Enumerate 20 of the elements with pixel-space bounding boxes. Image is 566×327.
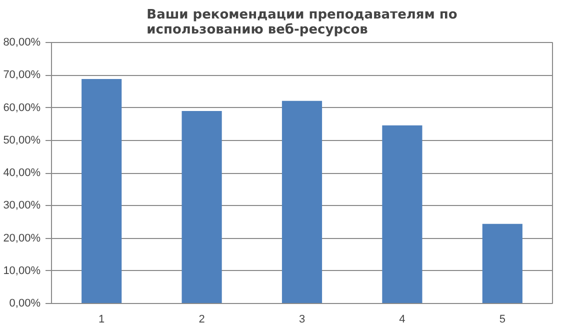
bar <box>182 111 222 304</box>
x-tick-label: 3 <box>298 314 306 326</box>
x-tick-label: 5 <box>499 314 506 326</box>
y-tick-label: 40,00% <box>3 167 41 179</box>
bar <box>382 125 422 304</box>
y-tick-label: 0,00% <box>9 298 41 310</box>
y-tick-label: 50,00% <box>3 134 41 146</box>
bar <box>282 100 322 304</box>
chart-title: Ваши рекомендации преподавателям по использованию веб-ресурсов <box>146 8 458 38</box>
y-tick-label: 60,00% <box>3 102 41 114</box>
y-tick-label: 80,00% <box>3 36 41 48</box>
x-tick-label: 4 <box>399 314 406 326</box>
y-tick-label: 70,00% <box>3 69 41 82</box>
y-tick-label: 20,00% <box>3 232 41 244</box>
bar <box>482 224 522 304</box>
x-tick-label: 2 <box>198 314 205 326</box>
bar <box>82 79 122 304</box>
y-tick-label: 10,00% <box>3 264 41 277</box>
y-tick-label: 30,00% <box>3 200 41 212</box>
x-tick-label: 1 <box>98 314 105 326</box>
